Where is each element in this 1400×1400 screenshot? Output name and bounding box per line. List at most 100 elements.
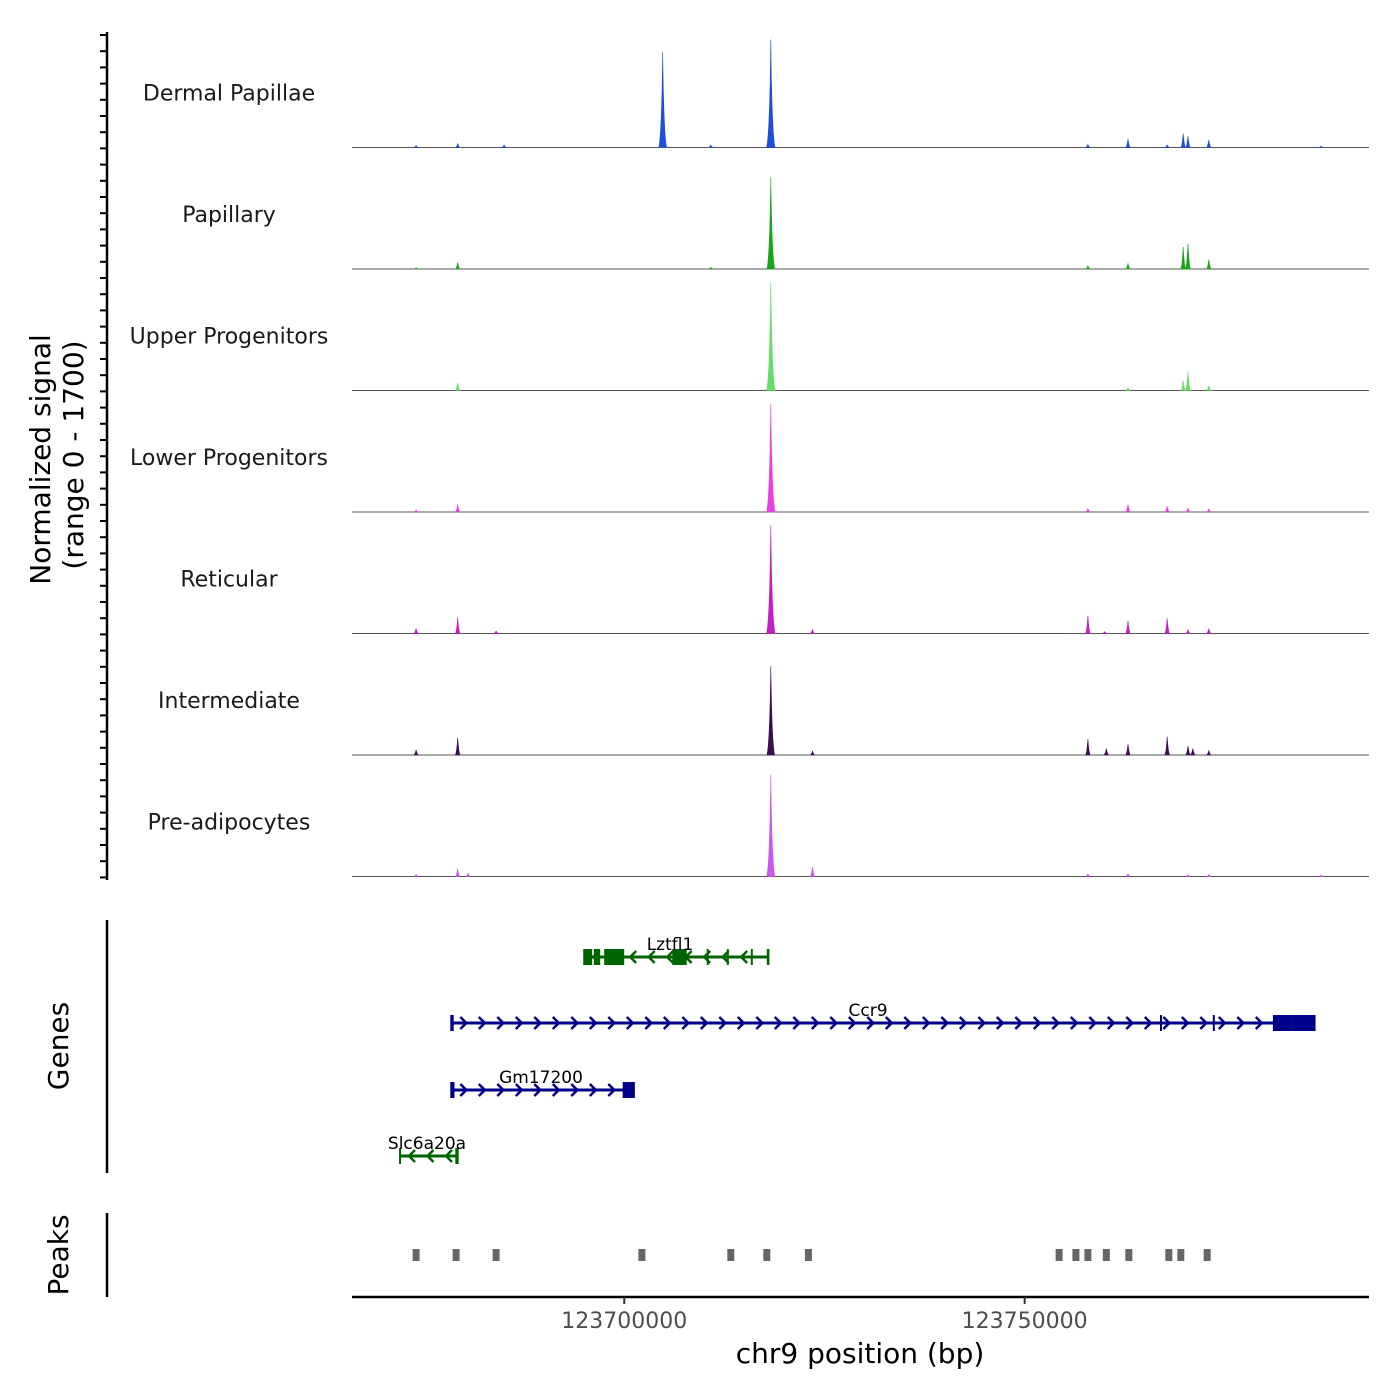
- peak-region: [1177, 1249, 1185, 1261]
- strand-chevron: [459, 1083, 469, 1097]
- peak-region: [452, 1249, 460, 1261]
- strand-chevron: [625, 1016, 635, 1030]
- signal-peak: [455, 142, 461, 148]
- signal-peak: [1085, 264, 1091, 270]
- signal-peak: [465, 872, 471, 877]
- strand-chevron: [607, 1016, 617, 1030]
- strand-chevron: [995, 1016, 1005, 1030]
- strand-chevron: [644, 1016, 654, 1030]
- signal-peak: [1180, 380, 1187, 391]
- signal-peak: [708, 144, 714, 148]
- peak-region: [1203, 1249, 1211, 1261]
- track-label: Reticular: [180, 568, 278, 593]
- signal-peak: [413, 874, 419, 877]
- exon: [451, 1015, 454, 1031]
- gene-model: Ccr9: [450, 1001, 1316, 1031]
- gene-model: Lztfl1: [583, 935, 770, 965]
- strand-chevron: [866, 1016, 876, 1030]
- peak-region: [727, 1249, 735, 1261]
- x-tick-label: 123700000: [561, 1309, 687, 1334]
- track-label: Lower Progenitors: [130, 446, 328, 471]
- genes-panel-title: Genes: [42, 1002, 75, 1090]
- gene-label: Ccr9: [848, 1001, 887, 1021]
- strand-chevron: [1069, 1016, 1079, 1030]
- peaks-panel-title: Peaks: [42, 1214, 75, 1295]
- peak-region: [412, 1249, 420, 1261]
- strand-chevron: [829, 1016, 839, 1030]
- strand-chevron: [1032, 1016, 1042, 1030]
- strand-chevron: [1125, 1016, 1135, 1030]
- signal-peak: [1185, 507, 1191, 513]
- signal-peak: [810, 628, 815, 634]
- signal-peak: [1125, 744, 1131, 756]
- signal-peak: [1180, 246, 1187, 270]
- signal-peak: [1085, 615, 1091, 634]
- signal-peak: [454, 737, 461, 756]
- coverage-track: [352, 39, 1369, 148]
- strand-chevron: [921, 1016, 931, 1030]
- peak-region: [1102, 1249, 1110, 1261]
- strand-chevron: [1051, 1016, 1061, 1030]
- track-label: Upper Progenitors: [130, 325, 329, 350]
- exon: [1272, 1015, 1293, 1031]
- coverage-track: [352, 525, 1369, 634]
- strand-chevron: [628, 950, 638, 964]
- signal-peak: [1185, 243, 1191, 270]
- signal-peak: [1205, 385, 1212, 391]
- signal-peak: [1125, 873, 1131, 877]
- coverage-tracks: [352, 39, 1369, 877]
- strand-chevron: [1217, 1016, 1227, 1030]
- strand-chevron: [792, 1016, 802, 1030]
- strand-chevron: [1143, 1016, 1153, 1030]
- peak-region: [763, 1249, 771, 1261]
- strand-chevron: [940, 1016, 950, 1030]
- signal-peak: [1205, 628, 1212, 634]
- strand-chevron: [1180, 1016, 1190, 1030]
- signal-peak: [493, 630, 499, 634]
- peak-region: [804, 1249, 812, 1261]
- peak-region: [1055, 1249, 1063, 1261]
- peak-region: [1072, 1249, 1080, 1261]
- strand-chevron: [551, 1083, 561, 1097]
- x-axis-title: chr9 position (bp): [736, 1337, 985, 1370]
- strand-chevron: [425, 1149, 435, 1163]
- track-label: Dermal Papillae: [143, 82, 315, 107]
- signal-peak: [766, 666, 775, 756]
- track-label: Papillary: [182, 203, 276, 228]
- strand-chevron: [607, 1083, 617, 1097]
- signal-peak: [1185, 628, 1191, 634]
- coverage-track: [352, 666, 1369, 756]
- strand-chevron: [588, 1083, 598, 1097]
- strand-chevron: [514, 1083, 524, 1097]
- coverage-track: [352, 176, 1369, 270]
- strand-chevron: [699, 1016, 709, 1030]
- exon: [593, 949, 601, 965]
- exon: [584, 949, 593, 965]
- exon: [766, 949, 769, 965]
- signal-peak: [1085, 873, 1091, 877]
- signal-peak: [1125, 620, 1131, 634]
- signal-peak: [1085, 507, 1091, 513]
- signal-peak: [454, 382, 461, 391]
- signal-peak: [454, 617, 461, 634]
- exon: [1292, 1015, 1315, 1031]
- signal-peak: [1205, 259, 1212, 270]
- coverage-track: [352, 403, 1369, 513]
- peak-region: [1165, 1249, 1173, 1261]
- strand-chevron: [1088, 1016, 1098, 1030]
- peak-region: [638, 1249, 646, 1261]
- track-label: Intermediate: [158, 689, 300, 714]
- signal-peak: [1103, 748, 1110, 756]
- signal-peak: [1085, 739, 1091, 756]
- signal-peak: [1124, 263, 1132, 270]
- strand-chevron: [903, 1016, 913, 1030]
- exon: [604, 949, 625, 965]
- signal-peak: [810, 750, 815, 756]
- signal-peak: [413, 145, 419, 148]
- strand-chevron: [810, 1016, 820, 1030]
- signal-peak: [501, 144, 507, 148]
- signal-peak: [1206, 874, 1212, 877]
- gene-annotations: Lztfl1 Ccr9 Gm17200 Slc6a20a: [388, 935, 1316, 1164]
- strand-chevron: [1236, 1016, 1246, 1030]
